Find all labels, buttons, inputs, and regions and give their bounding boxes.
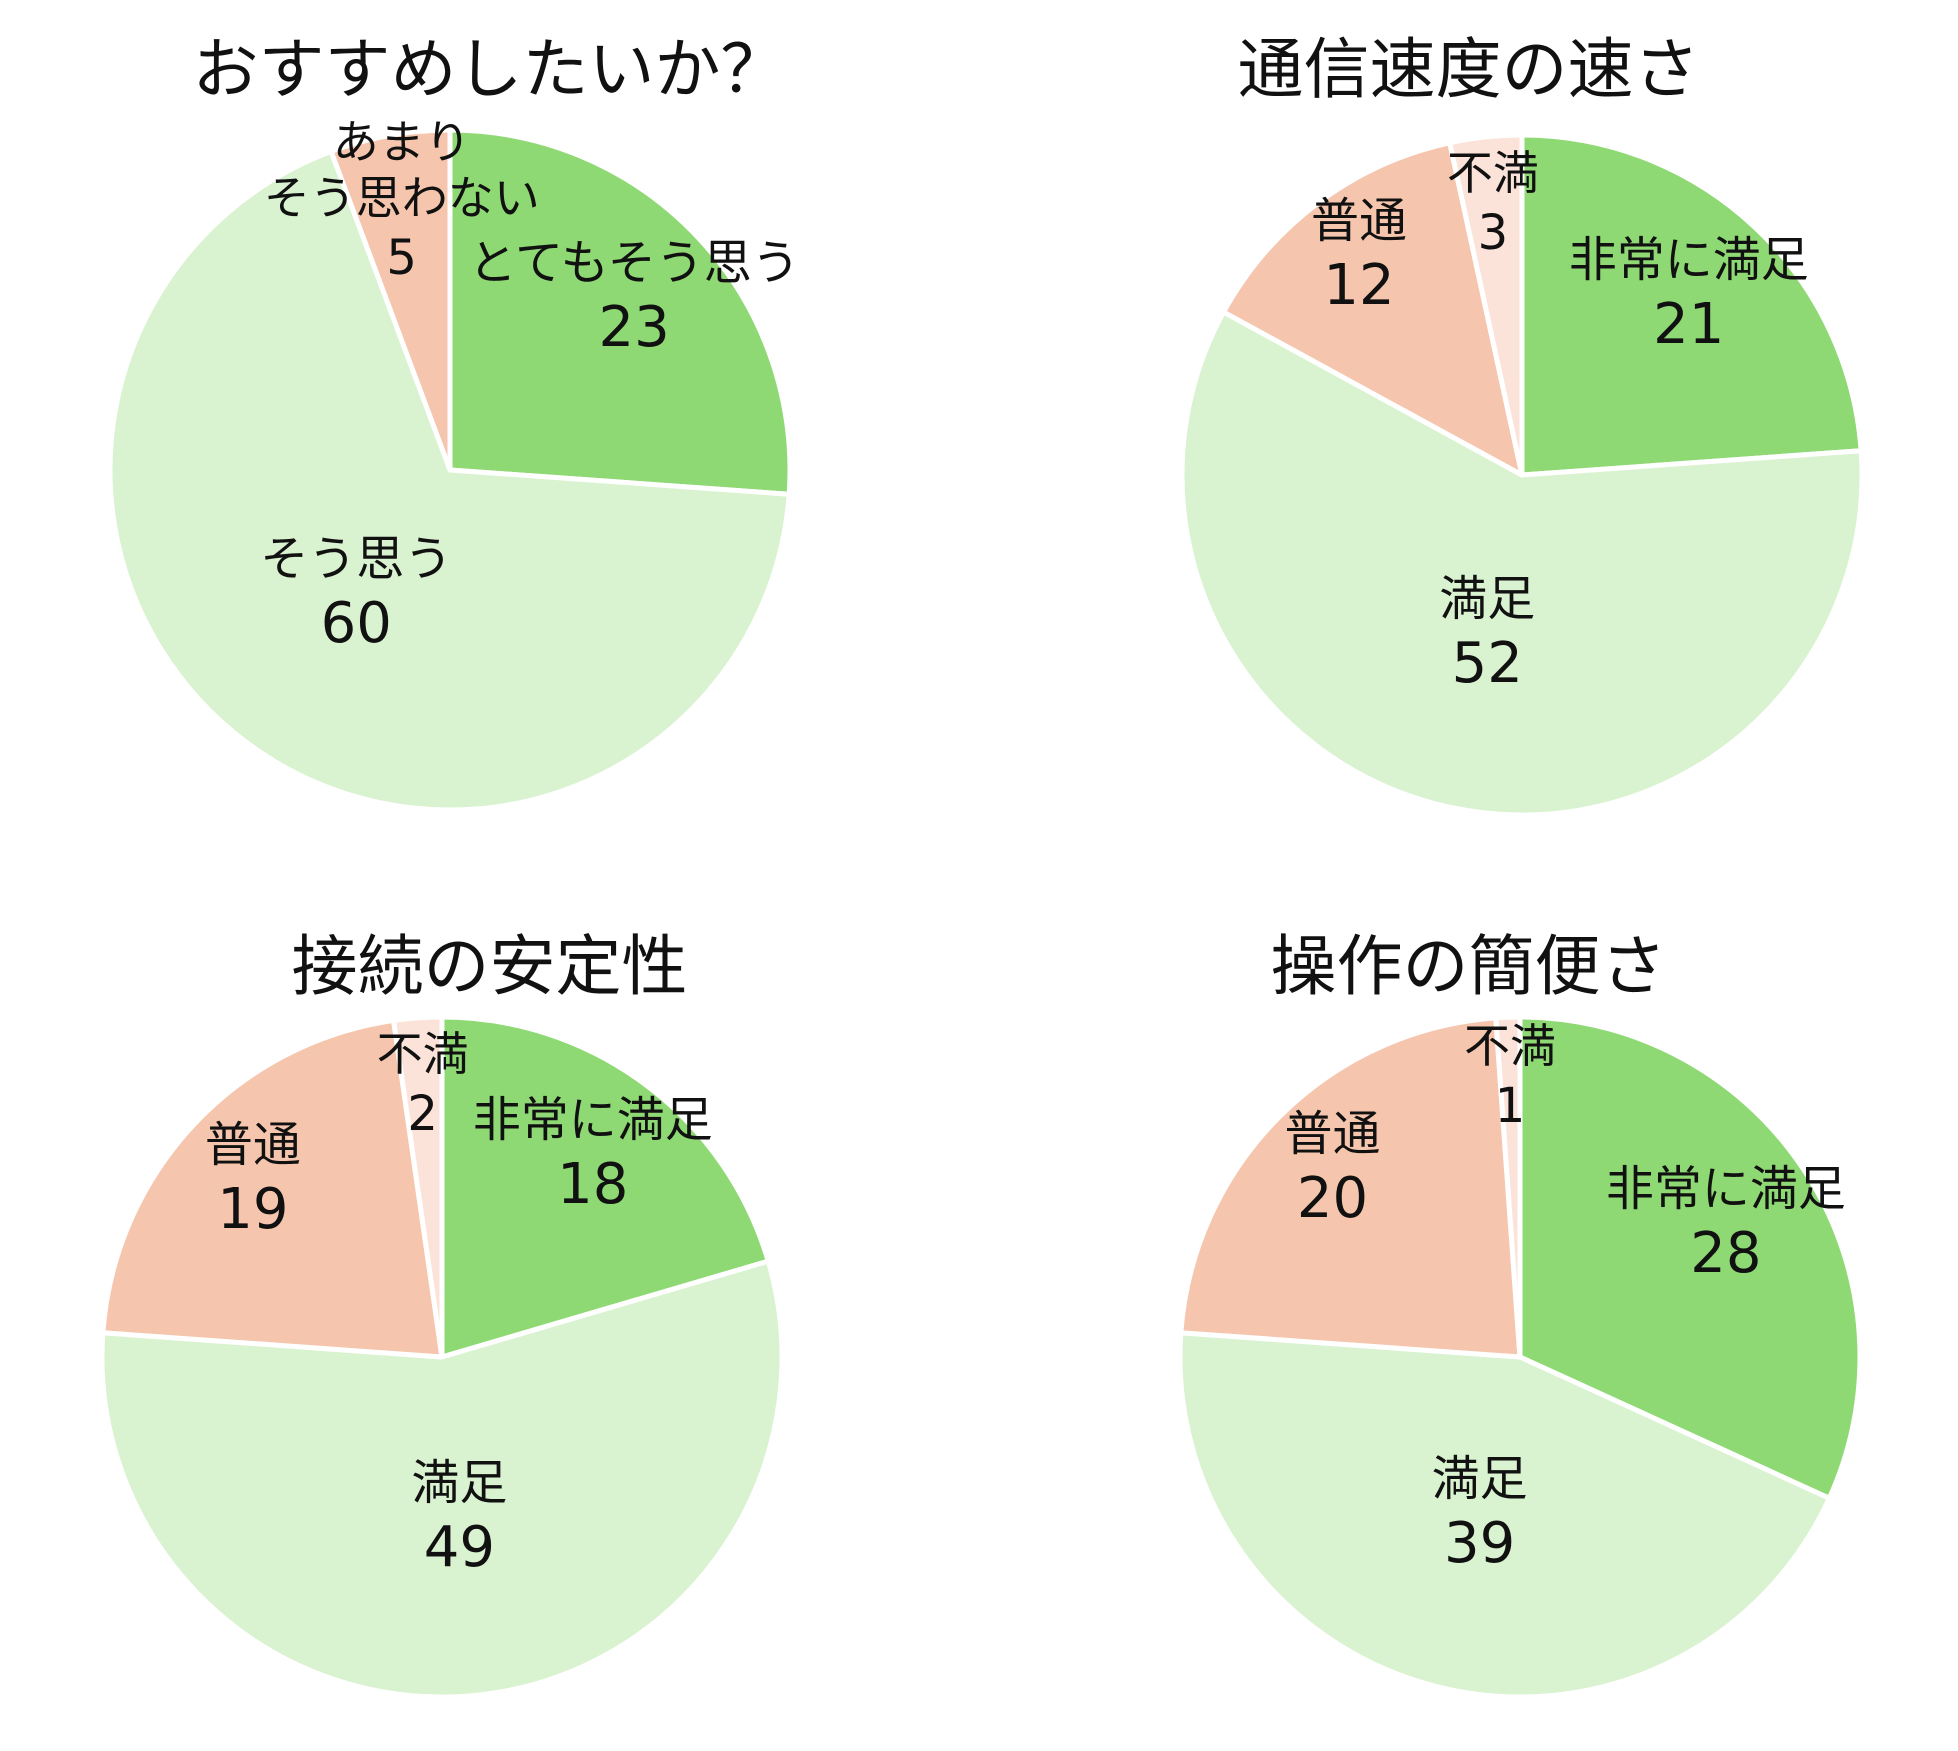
slice-label: 不満 2 — [377, 1026, 469, 1146]
category-label: 普通 — [1310, 193, 1408, 250]
pie-slice — [328, 127, 453, 473]
category-label: 非常に満足 — [1568, 231, 1809, 288]
value-label: 39 — [1443, 1511, 1516, 1577]
value-label: 18 — [557, 1151, 629, 1217]
pie-chart-recommend: おすすめしたいか？ とてもそう思う 23 そう思う 60 あまり そう思わない 5 — [0, 0, 979, 875]
slice-label: 満足 52 — [1439, 570, 1535, 700]
slice-label: 不満 1 — [1464, 1018, 1556, 1138]
value-label: 19 — [217, 1176, 289, 1242]
value-label: 60 — [320, 591, 392, 657]
pie-slice — [1221, 140, 1525, 478]
value-label: 49 — [423, 1515, 496, 1581]
category-label: そう思わない — [263, 171, 540, 226]
category-label: 満足 — [1439, 570, 1536, 627]
slice-label: とてもそう思う 23 — [468, 234, 799, 364]
chart-title: おすすめしたいか？ — [192, 31, 787, 108]
pie-slice — [1177, 1330, 1832, 1700]
pie-slice — [99, 1258, 785, 1700]
pie-slice — [1519, 132, 1864, 478]
pie-slice — [1178, 1015, 1523, 1360]
category-label: 非常に満足 — [1605, 1160, 1846, 1217]
value-label: 3 — [1477, 204, 1509, 261]
category-label: 不満 — [1446, 145, 1539, 200]
value-label: 20 — [1296, 1165, 1369, 1231]
pie-slice — [1179, 309, 1865, 818]
pie-svg — [1179, 132, 1865, 818]
slice-label: 非常に満足 28 — [1606, 1160, 1846, 1290]
category-label: 非常に満足 — [472, 1091, 713, 1148]
slice-label: そう思う 60 — [260, 530, 452, 660]
pie-chart-speed: 通信速度の速さ 非常に満足 21 満足 52 普通 12 不満 3 — [979, 0, 1958, 875]
slice-label: 満足 39 — [1432, 1450, 1528, 1580]
pie-svg — [1177, 1014, 1863, 1700]
value-label: 5 — [386, 230, 417, 287]
value-label: 28 — [1690, 1220, 1762, 1286]
slice-label: あまり そう思わない 5 — [264, 114, 540, 290]
pie-slice — [1447, 132, 1525, 478]
category-label: 満足 — [1431, 1451, 1528, 1508]
pie-slice — [439, 1014, 771, 1360]
pie-chart-ease: 操作の簡便さ 非常に満足 28 満足 39 普通 20 不満 1 — [979, 875, 1958, 1750]
slice-label: 非常に満足 18 — [473, 1091, 713, 1221]
category-label: 普通 — [204, 1116, 301, 1173]
category-label: 不満 — [1464, 1019, 1556, 1074]
value-label: 1 — [1494, 1078, 1526, 1135]
slice-label: 普通 12 — [1311, 192, 1407, 322]
pie-chart-stability: 接続の安定性 非常に満足 18 満足 49 普通 19 不満 2 — [0, 875, 979, 1750]
slice-label: 満足 49 — [411, 1454, 507, 1584]
pie-svg — [99, 1014, 785, 1700]
value-label: 2 — [407, 1085, 438, 1142]
pie-slice — [107, 148, 792, 813]
chart-title: 通信速度の速さ — [1237, 31, 1700, 108]
category-label: 満足 — [411, 1455, 508, 1512]
slice-label: 普通 19 — [205, 1116, 301, 1246]
pie-slice — [391, 1014, 445, 1360]
slice-label: 普通 20 — [1284, 1105, 1380, 1235]
value-label: 21 — [1653, 291, 1725, 357]
category-label: とてもそう思う — [468, 234, 800, 291]
chart-title: 接続の安定性 — [291, 928, 688, 1005]
category-label: 普通 — [1284, 1105, 1381, 1162]
slice-label: 不満 3 — [1447, 145, 1539, 265]
pie-slice — [1517, 1014, 1863, 1501]
value-label: 23 — [598, 294, 670, 360]
value-label: 52 — [1451, 630, 1523, 696]
value-label: 12 — [1323, 253, 1395, 319]
category-label: 不満 — [376, 1026, 469, 1081]
slice-label: 非常に満足 21 — [1569, 231, 1809, 361]
category-label: あまり — [332, 115, 471, 170]
chart-title: 操作の簡便さ — [1270, 928, 1667, 1005]
pie-slice — [100, 1017, 445, 1360]
pie-slice — [447, 127, 793, 497]
pie-slice — [1493, 1014, 1523, 1360]
pie-svg — [107, 127, 793, 813]
category-label: そう思う — [260, 531, 453, 588]
